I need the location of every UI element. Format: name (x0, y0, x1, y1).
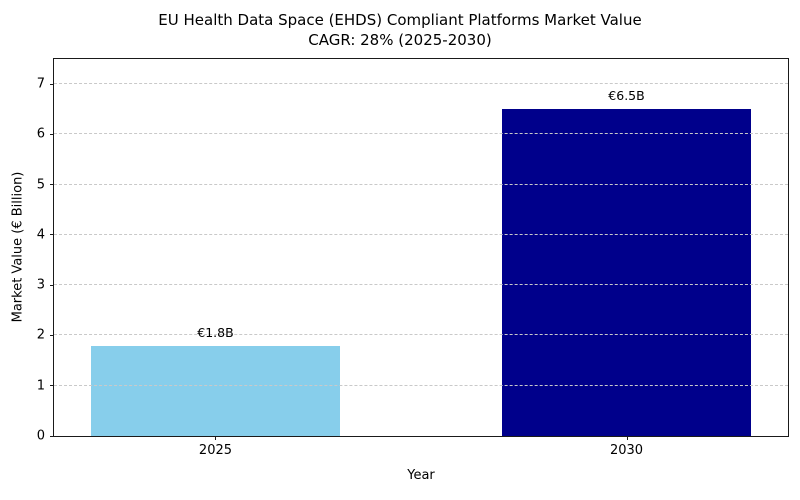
y-tick-label: 7 (36, 76, 45, 92)
y-tick-label: 0 (36, 428, 45, 444)
y-tick-mark (50, 284, 54, 286)
y-tick-mark (50, 334, 54, 336)
gridline-y-1 (54, 384, 788, 386)
bar-value-label: €6.5B (608, 88, 645, 104)
gridline-y-6 (54, 133, 788, 135)
y-tick-label: 1 (36, 378, 45, 394)
y-tick-mark (50, 184, 54, 186)
gridline-y-5 (54, 183, 788, 185)
y-tick-mark (50, 234, 54, 236)
y-tick-label: 4 (36, 227, 45, 243)
y-tick-mark (50, 133, 54, 135)
x-tick-label-2025: 2025 (198, 443, 233, 458)
y-tick-mark (50, 435, 54, 437)
gridline-y-7 (54, 83, 788, 85)
bar-value-label: €1.8B (197, 324, 234, 340)
x-tick-mark (626, 436, 628, 440)
plot-area: 0 1 2 3 4 5 6 7 €1.8B €6.5B 2025 2030 (37, 58, 789, 458)
y-tick-label: 3 (36, 277, 45, 293)
y-tick-mark (50, 83, 54, 85)
bar-2030 (501, 109, 752, 436)
gridline-y-3 (54, 284, 788, 286)
y-tick-mark (50, 385, 54, 387)
chart-subtitle: CAGR: 28% (2025-2030) (308, 31, 492, 49)
chart-title: EU Health Data Space (EHDS) Compliant Pl… (158, 11, 642, 29)
y-axis-label: Market Value (€ Billion) (10, 171, 26, 323)
x-tick-mark (215, 436, 217, 440)
chart-title-block: EU Health Data Space (EHDS) Compliant Pl… (0, 10, 800, 50)
gridline-y-2 (54, 334, 788, 336)
y-tick-label: 2 (36, 327, 45, 343)
y-tick-label: 5 (36, 177, 45, 193)
y-tick-label: 6 (36, 126, 45, 142)
x-axis-label: Year (407, 468, 435, 483)
x-tick-label-2030: 2030 (609, 443, 644, 458)
gridline-y-4 (54, 233, 788, 235)
bar-2025 (90, 345, 341, 436)
